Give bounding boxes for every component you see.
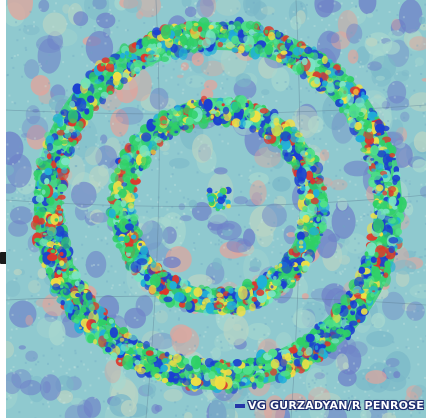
edge-glyph (0, 252, 8, 264)
sky-map-canvas (6, 0, 426, 418)
credit-text: VG GURZADYAN/R PENROSE (247, 399, 424, 412)
sky-map (6, 0, 426, 418)
credit-bar-icon (234, 403, 245, 408)
image-credit: VG GURZADYAN/R PENROSE (234, 399, 424, 412)
